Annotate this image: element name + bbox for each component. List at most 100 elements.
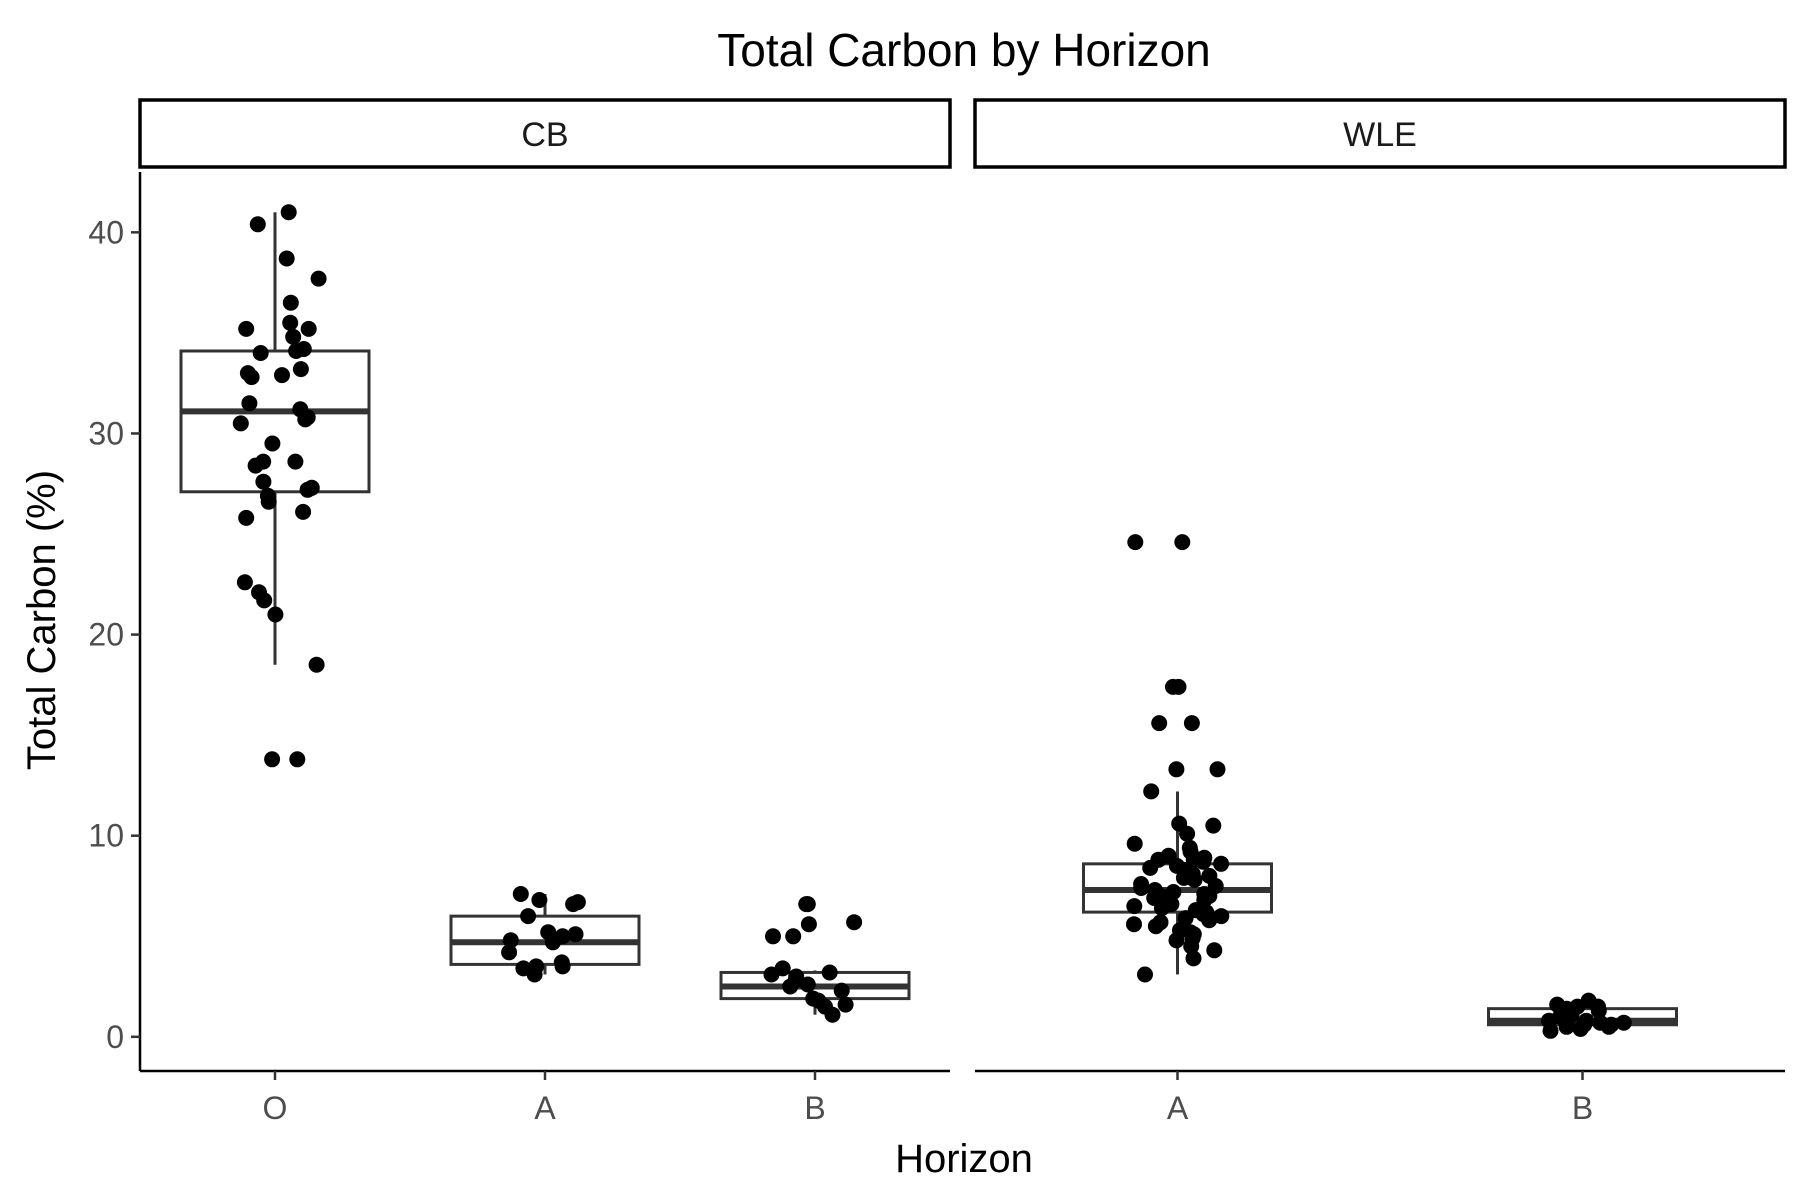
- data-point: [502, 932, 519, 949]
- data-point: [295, 503, 312, 520]
- data-point: [299, 481, 316, 498]
- data-point: [260, 493, 277, 510]
- data-point: [278, 250, 295, 267]
- data-point: [249, 216, 266, 233]
- data-point: [782, 978, 799, 995]
- data-point: [1137, 966, 1153, 983]
- data-point: [1170, 678, 1187, 695]
- data-point: [1147, 918, 1164, 935]
- data-point: [287, 453, 304, 470]
- data-point: [1206, 942, 1223, 959]
- data-point: [821, 964, 838, 981]
- facet-strip-wle: [973, 98, 1787, 169]
- data-point: [544, 934, 561, 951]
- chart-title: Total Carbon by Horizon: [717, 24, 1210, 76]
- data-point: [1558, 1018, 1575, 1035]
- x-tick-label: A: [1167, 1090, 1189, 1126]
- data-point: [1209, 761, 1226, 778]
- data-point: [238, 509, 255, 526]
- data-point: [282, 294, 299, 311]
- data-point: [531, 892, 548, 908]
- data-point: [289, 751, 306, 768]
- data-point: [833, 982, 850, 999]
- x-axis-title: Horizon: [895, 1137, 1033, 1181]
- data-point: [255, 473, 272, 490]
- data-point: [800, 916, 817, 933]
- data-point: [1177, 910, 1194, 927]
- data-point: [765, 928, 781, 945]
- data-point: [1542, 1022, 1559, 1039]
- data-point: [1186, 871, 1203, 888]
- y-tick-label: 30: [88, 415, 124, 451]
- data-point: [1213, 855, 1230, 872]
- data-point: [554, 958, 571, 975]
- data-point: [292, 361, 309, 378]
- data-point: [1615, 1014, 1632, 1031]
- data-point: [1153, 900, 1170, 917]
- x-tick-label: B: [1572, 1090, 1593, 1126]
- y-tick-label: 40: [88, 214, 124, 250]
- data-point: [1195, 853, 1212, 870]
- data-point: [1183, 938, 1200, 955]
- data-point: [1133, 880, 1150, 896]
- data-point: [236, 574, 253, 591]
- data-point: [799, 976, 816, 993]
- x-tick-label: B: [804, 1090, 825, 1126]
- data-point: [1205, 817, 1222, 834]
- data-point: [1126, 916, 1142, 933]
- data-point: [1168, 932, 1185, 949]
- data-point: [1213, 908, 1230, 925]
- data-point: [285, 328, 302, 345]
- data-point: [238, 320, 255, 337]
- data-point: [241, 395, 258, 412]
- data-point: [247, 457, 264, 474]
- data-point: [256, 592, 273, 609]
- data-point: [280, 204, 297, 221]
- data-point: [297, 411, 314, 428]
- data-point: [1572, 1020, 1589, 1037]
- data-point: [300, 320, 317, 337]
- y-tick-label: 20: [88, 617, 124, 653]
- data-point: [252, 345, 269, 361]
- data-point: [1142, 859, 1159, 876]
- data-point: [799, 896, 816, 913]
- data-point: [1600, 1018, 1617, 1035]
- data-point: [512, 886, 529, 902]
- plot-area: CB 0 10 20 30 40 O A B WLE A B: [88, 98, 1787, 1126]
- y-tick-label: 10: [88, 818, 124, 854]
- data-point: [308, 656, 325, 673]
- data-point: [1590, 1002, 1607, 1019]
- data-point: [264, 435, 281, 452]
- data-point: [1127, 534, 1144, 551]
- data-point: [282, 314, 299, 331]
- data-point: [274, 367, 290, 384]
- facet-strip-label: CB: [521, 116, 568, 154]
- data-point: [1126, 898, 1143, 915]
- data-point: [288, 343, 305, 359]
- data-point: [824, 1006, 841, 1023]
- facet-strip-label: WLE: [1343, 116, 1417, 154]
- facet-strip-cb: [138, 98, 952, 169]
- data-point: [520, 908, 537, 925]
- data-point: [526, 966, 543, 983]
- data-point: [1126, 835, 1143, 852]
- data-point: [243, 369, 260, 386]
- data-point: [501, 944, 518, 961]
- data-point: [1151, 715, 1168, 732]
- data-point: [785, 928, 802, 945]
- data-point: [763, 966, 780, 983]
- y-axis-title: Total Carbon (%): [20, 470, 64, 770]
- x-tick-label: O: [263, 1090, 288, 1126]
- data-point: [267, 606, 284, 623]
- data-point: [567, 926, 584, 943]
- data-point: [232, 415, 249, 432]
- data-point: [1201, 912, 1218, 929]
- data-point: [1174, 534, 1191, 551]
- data-point: [1185, 950, 1202, 967]
- data-point: [264, 751, 281, 768]
- data-point: [1168, 761, 1185, 778]
- x-tick-label: A: [534, 1090, 556, 1126]
- data-point: [565, 896, 582, 913]
- data-point: [1183, 715, 1200, 732]
